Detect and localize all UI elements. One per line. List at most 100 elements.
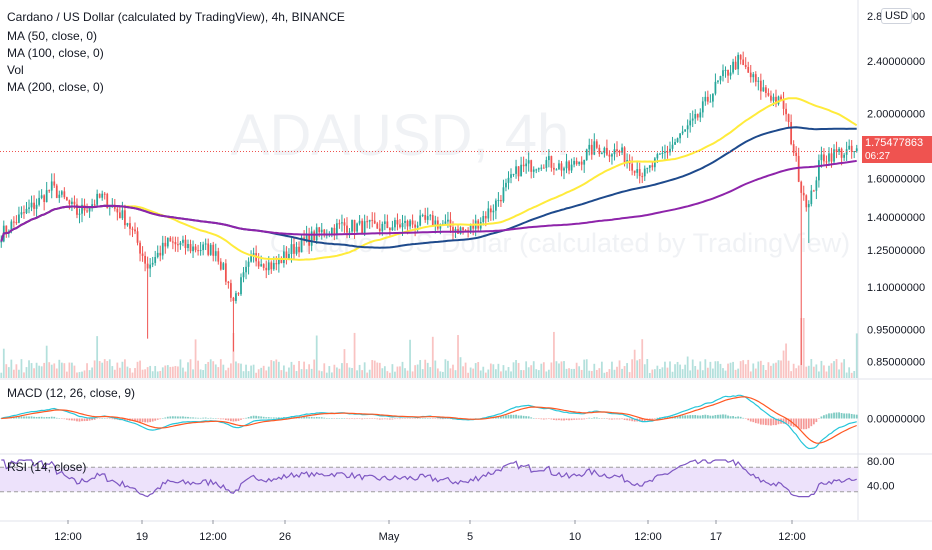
macd-histogram-bar bbox=[729, 416, 732, 419]
volume-bar bbox=[144, 369, 146, 378]
candle-body bbox=[106, 193, 109, 209]
candle-body bbox=[447, 219, 449, 222]
legend-macd[interactable]: MACD (12, 26, close, 9) bbox=[7, 386, 136, 400]
candle-body bbox=[285, 251, 288, 259]
macd-histogram-bar bbox=[792, 418, 795, 427]
volume-bar bbox=[5, 364, 8, 378]
macd-histogram-bar bbox=[638, 418, 641, 422]
macd-histogram-bar bbox=[512, 414, 515, 419]
volume-bar bbox=[429, 367, 432, 378]
macd-histogram-bar bbox=[626, 418, 628, 421]
volume-bar bbox=[805, 366, 808, 378]
candle-body bbox=[664, 151, 666, 154]
macd-histogram-bar bbox=[575, 418, 578, 420]
volume-bar bbox=[202, 370, 205, 378]
candle-body bbox=[653, 158, 656, 168]
candle-body bbox=[439, 224, 442, 229]
volume-bar bbox=[555, 361, 558, 378]
candle-body bbox=[459, 227, 462, 234]
macd-histogram-bar bbox=[517, 415, 520, 419]
volume-bar bbox=[628, 372, 631, 378]
volume-bar bbox=[232, 333, 235, 378]
candle-body bbox=[701, 101, 704, 113]
candle-body bbox=[580, 161, 583, 165]
volume-bar bbox=[436, 368, 439, 378]
macd-histogram-bar bbox=[770, 418, 772, 426]
candle-body bbox=[368, 219, 371, 222]
macd-histogram-bar bbox=[68, 418, 71, 421]
macd-histogram-bar bbox=[722, 414, 724, 419]
volume-bar bbox=[853, 371, 856, 378]
macd-histogram-bar bbox=[507, 414, 510, 419]
volume-bar bbox=[28, 360, 30, 378]
macd-histogram-bar bbox=[656, 417, 659, 419]
macd-histogram-bar bbox=[255, 415, 258, 419]
legend-ma200[interactable]: MA (200, close, 0) bbox=[7, 80, 104, 94]
macd-histogram-bar bbox=[389, 418, 391, 420]
candle-body bbox=[790, 122, 793, 145]
candle-body bbox=[500, 199, 502, 202]
legend-vol[interactable]: Vol bbox=[7, 63, 24, 77]
volume-bar bbox=[815, 364, 818, 378]
legend-ma100[interactable]: MA (100, close, 0) bbox=[7, 46, 104, 60]
volume-bar bbox=[88, 370, 91, 378]
volume-bar bbox=[151, 371, 154, 378]
macd-histogram-bar bbox=[800, 418, 803, 430]
macd-histogram-bar bbox=[744, 418, 747, 419]
macd-histogram-bar bbox=[50, 416, 53, 419]
volume-bar bbox=[33, 368, 35, 378]
volume-bar bbox=[111, 366, 114, 378]
macd-histogram-bar bbox=[689, 415, 692, 419]
volume-bar bbox=[320, 371, 323, 378]
candle-body bbox=[78, 213, 81, 215]
candle-body bbox=[118, 212, 121, 219]
candle-body bbox=[739, 54, 742, 60]
volume-bar bbox=[570, 368, 573, 378]
candle-body bbox=[275, 263, 278, 265]
volume-bar bbox=[409, 339, 411, 378]
macd-histogram-bar bbox=[691, 415, 694, 419]
macd-histogram-bar bbox=[429, 418, 432, 419]
volume-bar bbox=[739, 361, 742, 378]
macd-histogram-bar bbox=[502, 415, 505, 419]
candle-body bbox=[646, 167, 649, 169]
volume-bar bbox=[742, 360, 745, 378]
volume-bar bbox=[431, 336, 434, 378]
volume-bar bbox=[378, 362, 381, 378]
legend-rsi[interactable]: RSI (14, close) bbox=[7, 460, 87, 474]
candle-body bbox=[527, 160, 530, 164]
currency-label[interactable]: USD bbox=[881, 8, 913, 24]
macd-histogram-bar bbox=[280, 417, 283, 419]
candle-body bbox=[535, 169, 538, 171]
candle-body bbox=[555, 169, 558, 171]
volume-bar bbox=[712, 368, 714, 378]
candle-body bbox=[217, 251, 220, 262]
candle-body bbox=[192, 246, 194, 252]
volume-bar bbox=[459, 357, 462, 378]
volume-bar bbox=[76, 372, 78, 378]
macd-histogram-bar bbox=[353, 418, 356, 420]
candle-body bbox=[714, 81, 717, 94]
macd-tick-label: 0.00000000 bbox=[867, 414, 925, 426]
candle-body bbox=[237, 293, 240, 295]
volume-bar bbox=[421, 369, 424, 378]
volume-bar bbox=[770, 365, 772, 378]
macd-histogram-bar bbox=[416, 418, 419, 419]
macd-histogram-bar bbox=[666, 416, 669, 419]
volume-bar bbox=[141, 369, 144, 378]
macd-histogram-bar bbox=[179, 416, 182, 419]
macd-histogram-bar bbox=[235, 418, 237, 422]
macd-histogram-bar bbox=[124, 418, 126, 421]
volume-bar bbox=[96, 336, 99, 378]
legend-ma50[interactable]: MA (50, close, 0) bbox=[7, 29, 98, 43]
volume-bar bbox=[810, 359, 813, 378]
volume-bar bbox=[656, 365, 659, 378]
macd-histogram-bar bbox=[174, 416, 177, 419]
macd-histogram-bar bbox=[65, 418, 68, 420]
volume-bar bbox=[93, 360, 96, 378]
candle-body bbox=[638, 169, 641, 177]
macd-histogram-bar bbox=[366, 418, 369, 419]
volume-bar bbox=[462, 366, 464, 378]
volume-bar bbox=[583, 359, 586, 378]
